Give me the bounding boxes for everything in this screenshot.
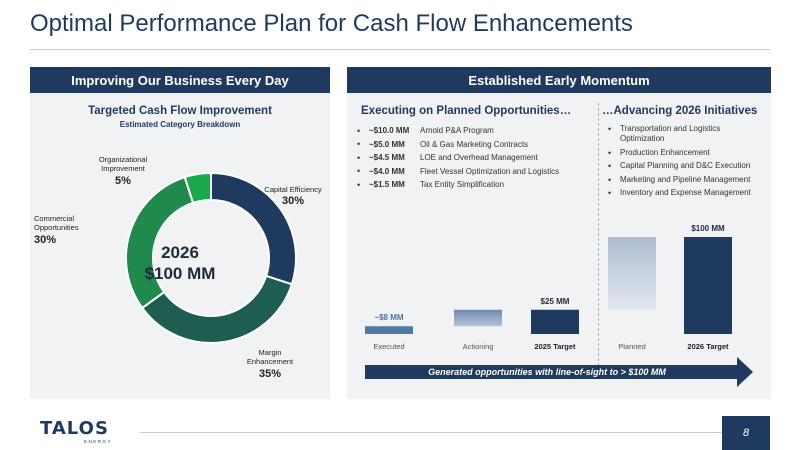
bullet-icon: • [608, 188, 612, 198]
slice-name: Organizational Improvement [98, 155, 148, 174]
bullet-icon: • [608, 147, 612, 158]
logo-wordmark: TALOS [40, 418, 109, 439]
value-label-executed: ~$8 MM [374, 313, 404, 323]
momentum-arrow [365, 357, 753, 387]
value-label-2026-target: $100 MM [691, 224, 725, 233]
center-year: 2026 [161, 243, 199, 262]
initiatives-list: • Transportation and Logistics Optimizati… [608, 124, 766, 202]
slide-title: Optimal Performance Plan for Cash Flow E… [30, 10, 633, 37]
bullet-icon: • [357, 152, 361, 163]
momentum-bar-chart [365, 237, 753, 387]
slice-name: Capital Efficiency [264, 185, 322, 194]
bar-actioning [454, 309, 502, 327]
company-logo: TALOS ENERGY [40, 418, 111, 444]
right-panel: Established Early Momentum Executing on … [347, 67, 771, 399]
left-panel-header: Improving Our Business Every Day [30, 67, 330, 93]
donut-center-label: 2026 $100 MM [134, 242, 226, 285]
momentum-arrow-text: Generated opportunities with line-of-sig… [428, 367, 666, 377]
list-item: • ~$5.0 MM Oil & Gas Marketing Contracts [357, 139, 529, 150]
list-item: • ~$10.0 MM Arnold P&A Program [357, 125, 494, 136]
bar-2025-target [531, 309, 579, 334]
bar-label-actioning: Actioning [462, 342, 494, 351]
donut-chart-title: Targeted Cash Flow Improvement [88, 105, 272, 117]
bar-2026-target [684, 237, 732, 334]
page-number: 8 [722, 416, 770, 450]
bullet-icon: • [608, 174, 612, 185]
slice-label-margin-enhancement: Margin Enhancement 35% [235, 348, 305, 382]
list-item: • Inventory and Expense Management [608, 188, 751, 198]
opportunities-heading: Executing on Planned Opportunities… [361, 105, 572, 117]
column-divider [598, 103, 599, 371]
opportunities-list: • ~$10.0 MM Arnold P&A Program • ~$5.0 MM Oi… [357, 124, 559, 192]
slice-percent: 30% [281, 195, 305, 208]
slice-label-organizational-improvement: Organizational Improvement 5% [88, 155, 158, 189]
center-value: $100 MM [144, 264, 216, 284]
bullet-icon: • [357, 125, 361, 136]
list-item: • Production Enhancement [608, 147, 710, 158]
bar-label-executed: Executed [373, 342, 405, 351]
bullet-icon: • [357, 139, 361, 150]
donut-slice-organizational-improvement [183, 171, 212, 205]
slice-name: Margin Enhancement [246, 348, 294, 367]
list-item: • ~$4.5 MM LOE and Overhead Management [357, 152, 538, 163]
initiatives-heading: …Advancing 2026 Initiatives [602, 105, 758, 117]
logo-subtitle: ENERGY [84, 439, 113, 444]
donut-slice-margin-enhancement [140, 274, 294, 344]
list-item: • ~$1.5 MM Tax Entity Simplification [357, 179, 505, 190]
bullet-icon: • [357, 166, 361, 177]
bar-executed [365, 326, 413, 334]
donut-chart-subtitle: Estimated Category Breakdown [119, 120, 241, 129]
value-label-2025-target: $25 MM [540, 296, 570, 306]
left-panel: Improving Our Business Every Day Targete… [30, 67, 330, 399]
list-item: • Marketing and Pipeline Management [608, 174, 751, 185]
slice-percent: 35% [258, 367, 282, 380]
bullet-icon: • [357, 179, 361, 190]
footer-divider [140, 432, 722, 433]
bullet-icon: • [608, 161, 612, 171]
slice-name: Commercial Opportunities [34, 214, 79, 233]
slice-label-commercial-opportunities: Commercial Opportunities 30% [34, 214, 96, 248]
right-panel-header: Established Early Momentum [347, 67, 771, 93]
bar-label-2025-target: 2025 Target [534, 342, 576, 351]
bar-label-planned: Planned [618, 342, 646, 351]
bar-label-2026-target: 2026 Target [687, 342, 729, 351]
donut-chart [125, 171, 297, 344]
list-item: • Transportation and Logistics Optimizati… [608, 124, 721, 143]
list-item: • Capital Planning and D&C Execution [608, 161, 751, 171]
slice-label-capital-efficiency: Capital Efficiency 30% [258, 185, 328, 209]
bullet-icon: • [608, 124, 612, 134]
bar-planned [608, 237, 656, 310]
slice-percent: 5% [115, 174, 131, 187]
title-divider [30, 49, 770, 50]
slice-percent: 30% [34, 233, 57, 246]
list-item: • ~$4.0 MM Fleet Vessel Optimization and L… [357, 166, 560, 177]
